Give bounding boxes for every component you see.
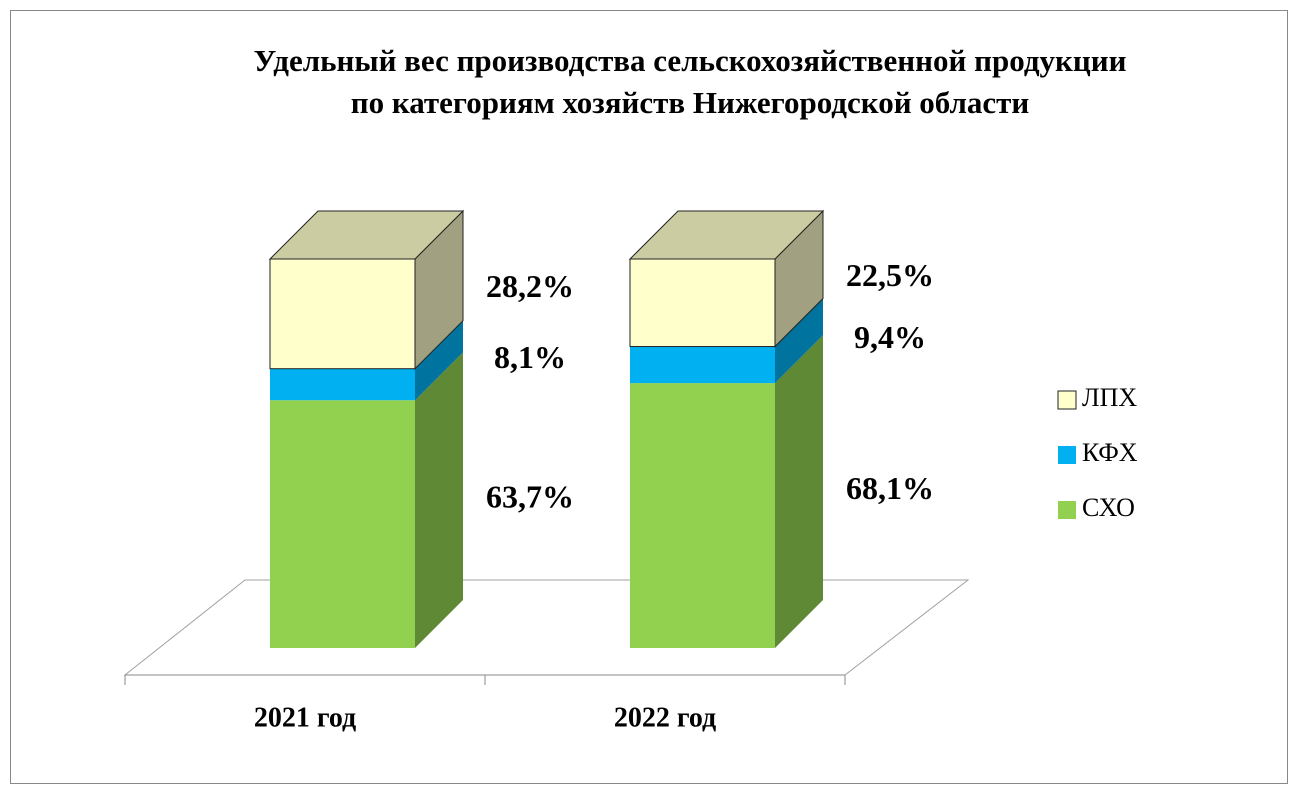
bar-top (628, 210, 825, 260)
legend-swatch (1057, 390, 1077, 410)
data-label: 8,1% (494, 339, 566, 375)
data-label: 28,2% (486, 268, 574, 304)
bar (269, 258, 416, 370)
bar (270, 400, 415, 648)
floor (123, 579, 970, 676)
chart-title: Удельный вес производства сельскохозяйст… (254, 43, 1127, 78)
bar (630, 383, 775, 648)
legend-label: КФХ (1082, 438, 1138, 467)
bar-side (775, 335, 823, 648)
bar (629, 258, 776, 348)
legend-label: СХО (1082, 493, 1135, 522)
bar-side (415, 320, 463, 401)
bar-side (415, 352, 463, 648)
data-label: 63,7% (486, 478, 574, 514)
data-label: 22,5% (846, 257, 934, 293)
chart-title: по категориям хозяйств Нижегородской обл… (351, 85, 1030, 120)
legend-swatch (1058, 446, 1076, 464)
x-tick-label: 2021 год (254, 702, 356, 733)
bar (630, 346, 775, 384)
x-tick-label: 2022 год (614, 702, 716, 733)
data-label: 9,4% (854, 319, 926, 355)
legend-swatch (1058, 501, 1076, 519)
bar (270, 368, 415, 401)
data-label: 68,1% (846, 470, 934, 506)
bar-top (268, 210, 465, 260)
bar-side (775, 298, 823, 384)
legend-label: ЛПХ (1082, 383, 1137, 412)
